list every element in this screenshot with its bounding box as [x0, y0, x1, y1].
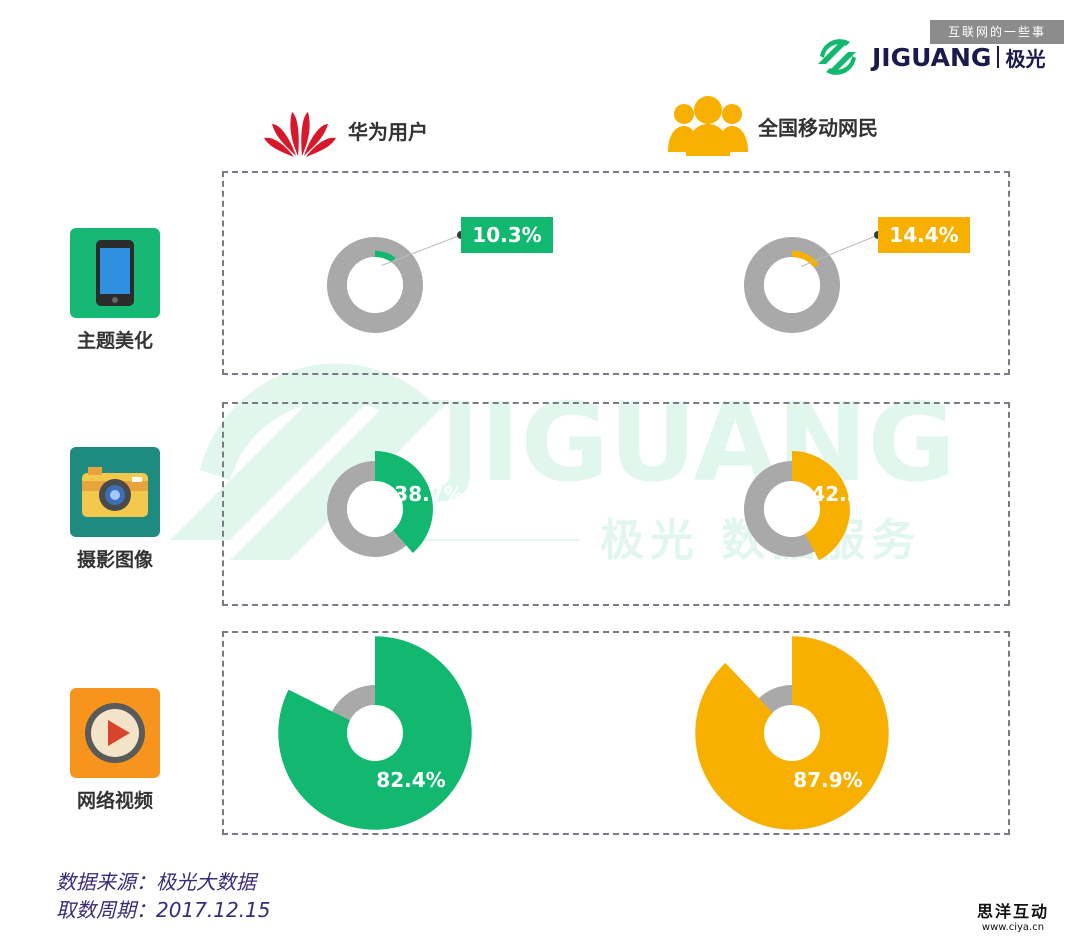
data-label: 82.4%	[376, 768, 445, 792]
donut-hole	[347, 705, 403, 761]
legend-label: 全国移动网民	[758, 115, 878, 140]
top-badge: 互联网的一些事	[930, 20, 1064, 44]
video-icon-tile	[70, 688, 160, 778]
legend-label: 华为用户	[348, 119, 428, 144]
panel-video	[222, 631, 1010, 835]
source-line1: 数据来源：极光大数据	[56, 870, 256, 894]
donut-hole	[347, 481, 403, 537]
footer-url: www.ciya.cn	[981, 922, 1045, 933]
legend-item-huawei: 华为用户	[262, 102, 428, 158]
data-label-box	[878, 217, 970, 253]
people-icon	[668, 96, 748, 156]
panel-theme	[222, 171, 1010, 375]
camera-icon	[82, 467, 148, 517]
source-line2: 取数周期：2017.12.15	[56, 898, 271, 922]
category-photo: 摄影图像	[60, 447, 170, 572]
category-label: 摄影图像	[76, 549, 153, 571]
callout-line	[800, 234, 879, 267]
phone-icon	[96, 240, 134, 306]
data-label: 87.9%	[793, 768, 862, 792]
category-video: 网络视频	[60, 688, 170, 813]
donut-hole	[764, 257, 820, 313]
jiguang-logo-icon	[818, 39, 856, 75]
brand-name: JIGUANG	[872, 42, 992, 72]
pie-slice	[375, 451, 433, 553]
callout-line	[381, 234, 462, 266]
data-label: 42.3%	[811, 482, 880, 506]
category-theme: 主题美化	[60, 228, 170, 353]
data-label: 38.7%	[394, 482, 463, 506]
phone-icon-tile	[70, 228, 160, 318]
donut-hole	[764, 705, 820, 761]
camera-icon-tile	[70, 447, 160, 537]
category-label: 网络视频	[76, 790, 153, 812]
brand-separator	[997, 46, 1000, 68]
data-label-box	[461, 217, 553, 253]
remainder-ring	[327, 237, 423, 333]
data-source: 数据来源：极光大数据 取数周期：2017.12.15	[56, 868, 271, 924]
huawei-logo-icon	[264, 112, 336, 157]
brand-cn: 极光	[1005, 46, 1046, 71]
jiguang-brand: JIGUANG 极光	[814, 34, 1045, 80]
panel-photo	[222, 402, 1010, 606]
video-play-icon	[85, 703, 145, 763]
data-label: 10.3%	[472, 223, 541, 247]
donut-hole	[764, 481, 820, 537]
footer-cn: 思洋互动	[976, 902, 1049, 921]
data-label: 14.4%	[889, 223, 958, 247]
remainder-ring	[744, 237, 840, 333]
pie-slice	[792, 451, 850, 561]
legend-item-national: 全国移动网民	[668, 94, 878, 158]
category-label: 主题美化	[76, 330, 153, 352]
donut-hole	[347, 257, 403, 313]
footer-watermark: 思洋互动 www.ciya.cn	[968, 898, 1058, 933]
